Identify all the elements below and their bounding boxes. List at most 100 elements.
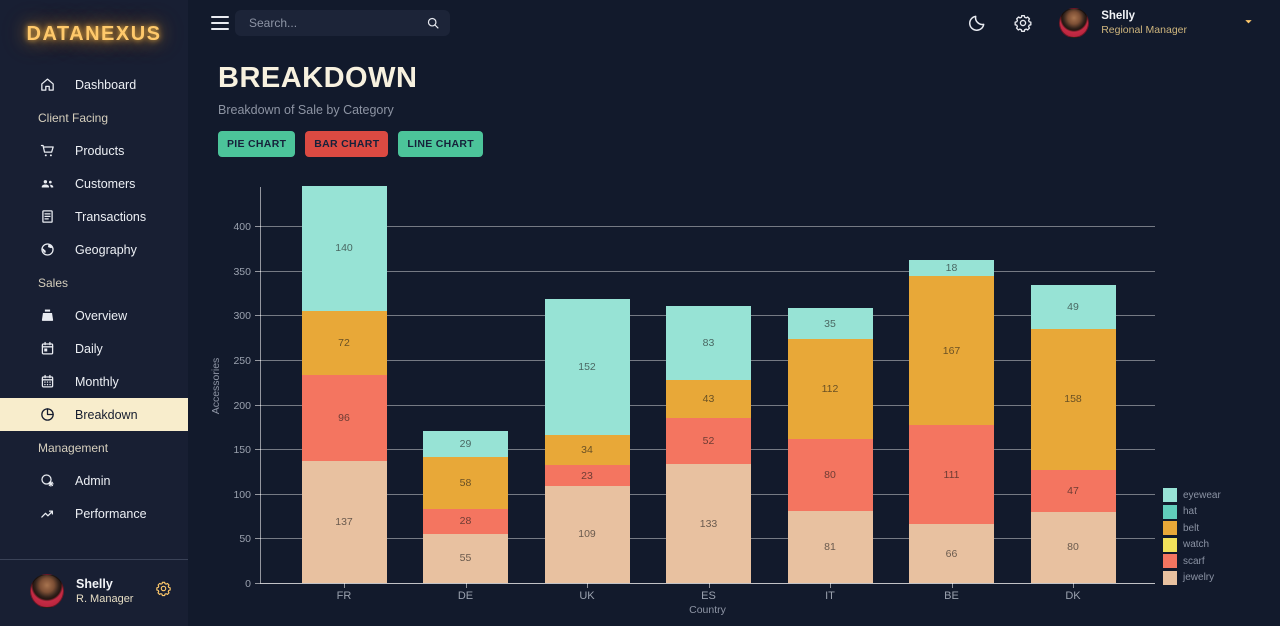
bar-segment-de-belt[interactable]: 58 <box>423 457 508 509</box>
sidebar-item-products[interactable]: Products <box>0 134 188 167</box>
pos-icon <box>38 307 56 325</box>
topbar: Shelly Regional Manager <box>188 0 1280 46</box>
x-tick-label: ES <box>701 590 716 602</box>
bar-value-label: 109 <box>578 528 596 541</box>
search-box <box>235 10 450 36</box>
y-tick-label: 250 <box>233 354 251 367</box>
bar-value-label: 81 <box>824 540 836 553</box>
bar-segment-es-jewelry[interactable]: 133 <box>666 464 751 583</box>
sidebar-item-geography[interactable]: Geography <box>0 233 188 266</box>
legend-swatch <box>1163 537 1177 552</box>
sidebar-avatar <box>30 574 64 608</box>
y-tick-mark <box>255 315 261 317</box>
sidebar-item-breakdown[interactable]: Breakdown <box>0 398 188 431</box>
bar-segment-it-belt[interactable]: 112 <box>787 339 873 440</box>
user-menu[interactable]: Shelly Regional Manager <box>1059 8 1254 38</box>
bar-segment-es-eyewear[interactable]: 83 <box>666 305 751 380</box>
gridline <box>261 226 1155 228</box>
bar-segment-fr-scarf[interactable]: 96 <box>301 375 387 461</box>
sidebar-item-overview[interactable]: Overview <box>0 299 188 332</box>
x-tick-mark <box>465 583 467 588</box>
bar-segment-fr-eyewear[interactable]: 140 <box>301 186 387 311</box>
bar-segment-dk-scarf[interactable]: 47 <box>1030 469 1116 512</box>
menu-icon[interactable] <box>211 16 229 30</box>
sidebar-item-label: Monthly <box>75 374 119 389</box>
bar-segment-fr-jewelry[interactable]: 137 <box>301 460 387 583</box>
gridline <box>261 583 1155 584</box>
bar-segment-it-jewelry[interactable]: 81 <box>787 510 873 583</box>
bar-segment-uk-eyewear[interactable]: 152 <box>544 299 630 435</box>
legend-label: jewelry <box>1183 572 1215 584</box>
chart-legend: eyewear hat belt watch scarf jewelry <box>1163 488 1221 588</box>
bar-value-label: 18 <box>945 262 958 275</box>
bar-segment-it-scarf[interactable]: 80 <box>787 439 873 511</box>
y-tick-mark <box>255 449 261 451</box>
bar-value-label: 167 <box>942 344 961 357</box>
bar-segment-be-jewelry[interactable]: 66 <box>909 524 994 583</box>
bar-segment-uk-belt[interactable]: 34 <box>544 434 630 466</box>
sidebar-item-label: Breakdown <box>75 407 138 422</box>
search-input[interactable] <box>235 16 450 30</box>
receipt-icon <box>38 208 56 226</box>
topbar-avatar <box>1059 8 1090 38</box>
x-tick-mark <box>951 583 953 588</box>
dark-mode-icon[interactable] <box>967 13 987 33</box>
bar-segment-it-eyewear[interactable]: 35 <box>787 308 873 340</box>
sidebar-item-dashboard[interactable]: Dashboard <box>0 68 188 101</box>
sidebar-item-label: Admin <box>75 473 111 488</box>
bar-segment-uk-jewelry[interactable]: 109 <box>544 485 630 583</box>
line-chart-button[interactable]: LINE CHART <box>398 131 484 157</box>
pie-icon <box>38 406 56 424</box>
bar-chart-button[interactable]: BAR CHART <box>305 131 389 157</box>
x-tick-mark <box>344 583 345 588</box>
sidebar-item-label: Performance <box>75 506 147 521</box>
bar-segment-be-eyewear[interactable]: 18 <box>909 260 994 277</box>
x-tick-label: BE <box>944 590 959 602</box>
sidebar-item-monthly[interactable]: Monthly <box>0 365 188 398</box>
bar-es: 133 52 43 83 <box>666 187 751 583</box>
bar-uk: 109 23 34 152 <box>544 187 630 583</box>
bar-segment-de-eyewear[interactable]: 29 <box>423 431 508 458</box>
bar-value-label: 96 <box>338 411 350 424</box>
settings-icon[interactable] <box>1013 13 1033 33</box>
x-tick-label: UK <box>579 590 595 602</box>
y-tick-label: 350 <box>233 265 251 278</box>
sidebar-item-performance[interactable]: Performance <box>0 497 188 530</box>
bar-segment-dk-jewelry[interactable]: 80 <box>1030 511 1116 583</box>
bar-segment-be-scarf[interactable]: 111 <box>909 425 994 525</box>
bar-value-label: 29 <box>459 438 472 451</box>
y-tick-mark <box>255 583 261 584</box>
sidebar-item-daily[interactable]: Daily <box>0 332 188 365</box>
globe-icon <box>38 241 56 259</box>
x-tick-mark <box>1073 583 1074 588</box>
bar-segment-uk-scarf[interactable]: 23 <box>544 465 630 486</box>
sidebar-item-label: Products <box>75 143 125 158</box>
bar-segment-fr-belt[interactable]: 72 <box>301 310 387 376</box>
bar-segment-dk-belt[interactable]: 158 <box>1030 328 1116 470</box>
pie-chart-button[interactable]: PIE CHART <box>218 131 296 157</box>
bar-segment-de-jewelry[interactable]: 55 <box>423 533 508 583</box>
bar-value-label: 140 <box>335 242 353 255</box>
bar-value-label: 66 <box>945 547 958 560</box>
chevron-down-icon[interactable] <box>1243 14 1254 32</box>
x-axis-label: Country <box>689 604 726 616</box>
chart-plot: 0 50 100 150 200 250 300 350 400 137 96 72 140 FR 55 28… <box>233 186 1155 602</box>
bar-value-label: 55 <box>459 552 472 565</box>
sidebar-item-admin[interactable]: Admin <box>0 464 188 497</box>
sidebar-item-customers[interactable]: Customers <box>0 167 188 200</box>
y-axis-label: Accessories <box>210 357 222 414</box>
bar-segment-es-belt[interactable]: 43 <box>666 379 751 418</box>
bar-segment-de-scarf[interactable]: 28 <box>423 508 508 534</box>
sidebar-item-label: Transactions <box>75 209 147 224</box>
bar-segment-be-belt[interactable]: 167 <box>909 276 994 426</box>
bar-segment-es-scarf[interactable]: 52 <box>666 417 751 465</box>
bar-value-label: 83 <box>702 336 715 349</box>
bar-segment-dk-eyewear[interactable]: 49 <box>1030 285 1116 329</box>
sidebar-item-transactions[interactable]: Transactions <box>0 200 188 233</box>
legend-item-hat: hat <box>1163 504 1221 519</box>
sidebar-item-label: Customers <box>75 176 136 191</box>
profile-settings-icon[interactable] <box>155 580 172 602</box>
sidebar-profile: Shelly R. Manager <box>0 559 188 626</box>
search-icon[interactable] <box>425 15 441 36</box>
